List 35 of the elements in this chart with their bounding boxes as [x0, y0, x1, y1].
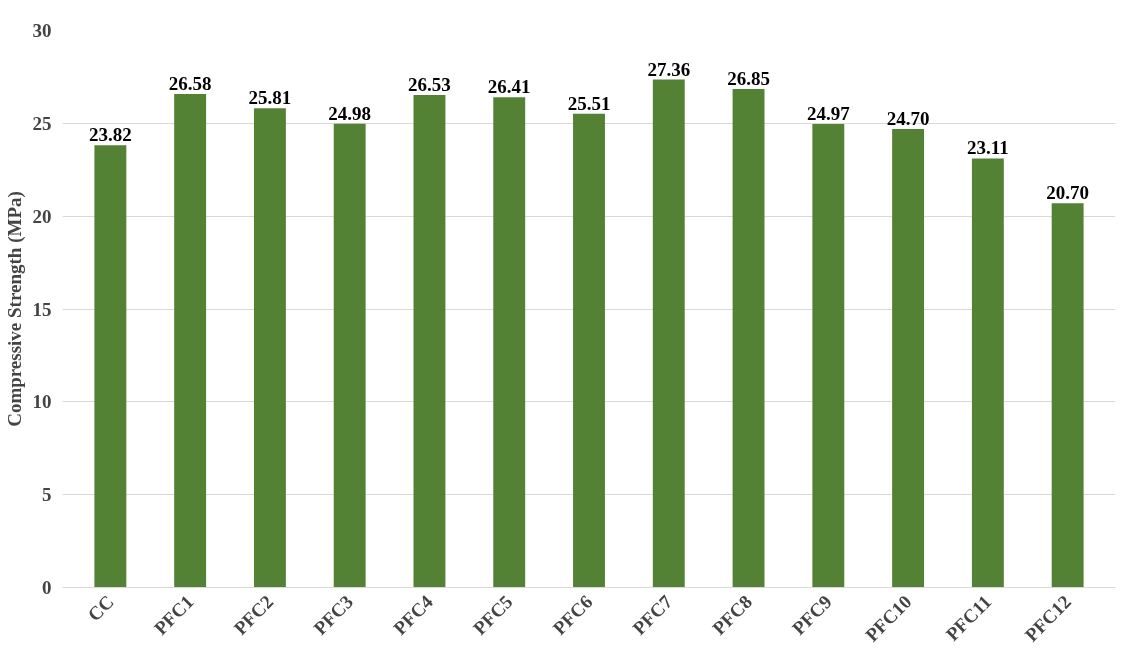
bar [971, 158, 1004, 588]
bar [253, 108, 286, 588]
data-label: 24.97 [806, 102, 851, 124]
bar [892, 128, 925, 588]
bar [812, 123, 845, 588]
bar [333, 123, 366, 588]
data-label: 26.85 [727, 67, 770, 89]
bar [413, 94, 446, 588]
bar [94, 145, 127, 588]
data-label: 26.58 [168, 73, 212, 94]
bar [174, 94, 207, 588]
bar [732, 88, 765, 588]
data-label: 24.98 [328, 102, 372, 124]
bar [1051, 203, 1084, 588]
data-label: 24.70 [886, 107, 930, 129]
data-label: 26.53 [408, 73, 451, 95]
data-label: 23.11 [967, 137, 1009, 159]
y-tick-label: 0 [42, 577, 52, 598]
bar [652, 79, 685, 588]
y-tick-label: 15 [32, 298, 52, 320]
data-label: 26.41 [487, 76, 531, 98]
y-axis-title: Compressive Strength (MPa) [3, 191, 26, 427]
data-label: 27.36 [647, 58, 691, 80]
x-tick-label: CC [83, 591, 118, 626]
data-label: 23.82 [88, 124, 132, 146]
y-tick-label: 20 [32, 205, 52, 227]
bar [493, 97, 526, 588]
data-label: 25.51 [567, 92, 611, 114]
y-tick-label: 5 [42, 484, 52, 506]
data-label: 20.70 [1046, 182, 1090, 204]
y-tick-label: 30 [32, 20, 52, 41]
bar [573, 113, 605, 588]
y-tick-label: 10 [32, 391, 52, 413]
data-label: 25.81 [248, 87, 292, 109]
y-tick-label: 25 [32, 112, 52, 134]
